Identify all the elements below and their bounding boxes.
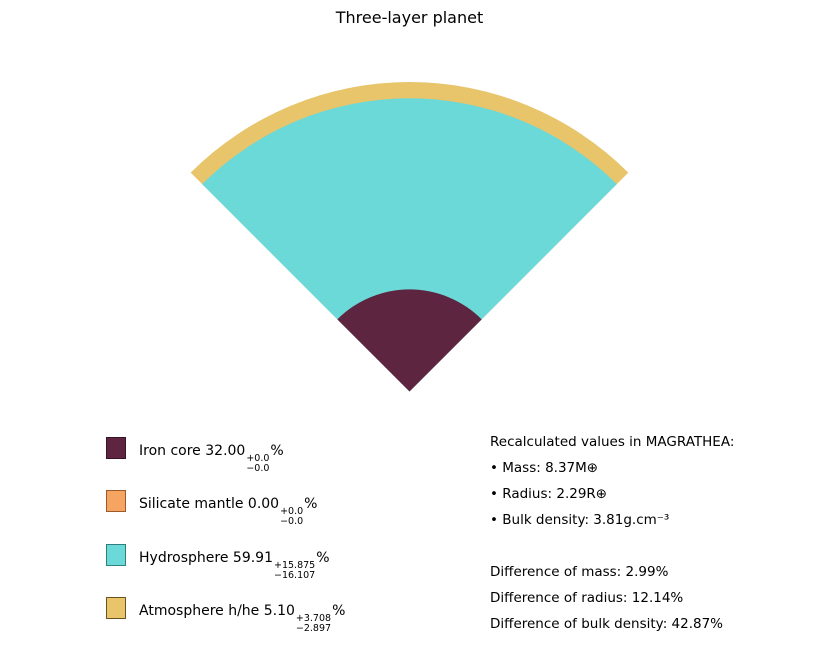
hydrosphere-unit: % [316,550,330,566]
info-radius: • Radius: 2.29R⊕ [490,486,608,502]
iron-core-value: 32.00 [205,443,246,459]
silicate-mantle-unit: % [304,496,318,512]
info-header: Recalculated values in MAGRATHEA: [490,434,735,450]
wedge-layer-iron-core [337,289,482,392]
info-density: • Bulk density: 3.81g.cm⁻³ [490,512,670,528]
silicate-mantle-value: 0.00 [247,496,280,512]
atmosphere-minus: −2.897 [295,623,332,634]
chart-title: Three-layer planet [335,8,484,27]
info-diff-radius: Difference of radius: 12.14% [490,590,684,606]
info-diff-density: Difference of bulk density: 42.87% [490,616,724,632]
hydrosphere-label: Hydrosphere [139,550,229,566]
iron-core-plus: +0.0 [246,453,270,464]
atmosphere-swatch [106,597,126,619]
hydrosphere-value: 59.91 [232,550,273,566]
iron-core-minus: −0.0 [246,463,270,474]
iron-core-unit: % [270,443,284,459]
atmosphere-label: Atmosphere h/he [139,603,260,619]
silicate-mantle-plus: +0.0 [280,506,304,517]
info-diff-mass: Difference of mass: 2.99% [490,564,669,580]
hydrosphere-plus: +15.875 [274,560,316,571]
atmosphere-value: 5.10 [263,603,295,619]
silicate-mantle-minus: −0.0 [280,516,304,527]
hydrosphere-swatch [106,544,126,566]
info-mass: • Mass: 8.37M⊕ [490,460,599,476]
silicate-mantle-label: Silicate mantle [139,496,244,512]
atmosphere-plus: +3.708 [295,613,332,624]
iron-core-label: Iron core [139,443,201,459]
wedge-layer-hydrosphere [202,98,617,392]
hydrosphere-minus: −16.107 [274,570,316,581]
iron-core-swatch [106,437,126,459]
silicate-mantle-swatch [106,490,126,512]
atmosphere-unit: % [332,603,346,619]
